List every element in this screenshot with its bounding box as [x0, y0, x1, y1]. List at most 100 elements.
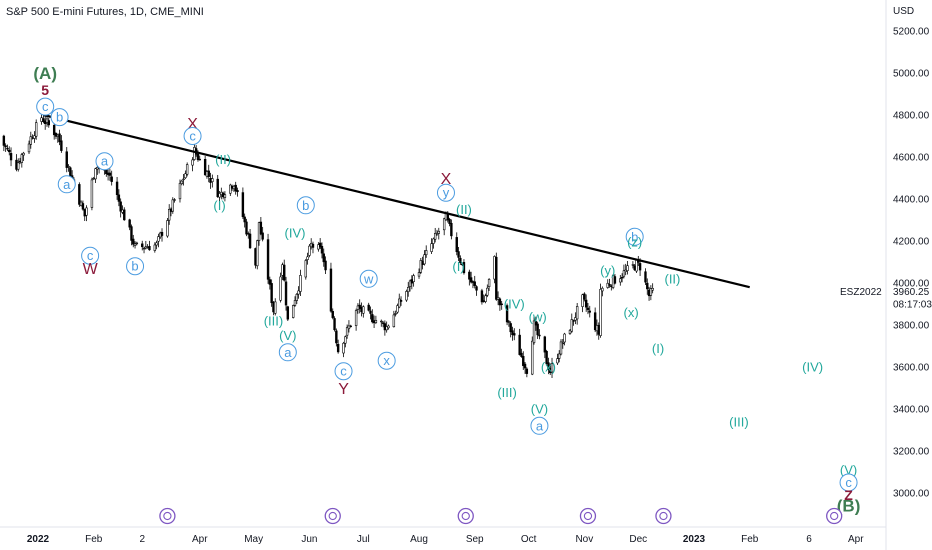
candle-body [180, 180, 183, 184]
wave-label: (III) [729, 414, 749, 429]
wave-label: X [187, 116, 198, 133]
candle-body [160, 231, 164, 236]
wave-circle [377, 351, 396, 370]
candle-body [644, 271, 647, 283]
wave-label: (III) [264, 313, 284, 328]
candle-body [33, 135, 36, 139]
candle-body [29, 136, 33, 145]
candle-body [110, 176, 113, 182]
candle-body [408, 280, 412, 287]
trendline[interactable] [43, 113, 750, 289]
candle-body [433, 232, 437, 240]
candle-body [572, 320, 575, 322]
wave-label: (w) [529, 309, 547, 324]
wave-label: (I) [652, 341, 664, 356]
candle-body [469, 277, 473, 283]
candle-body [518, 334, 521, 355]
candle-body [450, 222, 453, 237]
event-marker-icon[interactable] [159, 507, 176, 525]
event-marker-icon[interactable] [579, 507, 597, 525]
wave-circle [625, 227, 644, 246]
chart-title: S&P 500 E-mini Futures, 1D, CME_MINI [6, 6, 204, 18]
candle-body [507, 321, 511, 323]
candle-body [173, 199, 176, 201]
candle-body [381, 322, 385, 324]
x-tick-label: Feb [85, 534, 103, 545]
candle-body [308, 245, 311, 256]
candle-body [347, 325, 351, 330]
candle-body [385, 326, 388, 331]
candle-body [486, 287, 489, 296]
wave-label: c [87, 248, 94, 263]
candle-body [108, 172, 112, 176]
candle-body [203, 158, 207, 176]
x-tick-label: May [244, 534, 263, 545]
candle-body [168, 208, 171, 221]
wave-label: w [363, 271, 374, 286]
x-tick-label: 2023 [683, 534, 706, 545]
candle-body [631, 264, 635, 266]
candle-body [60, 140, 63, 151]
wave-label: x [383, 353, 390, 368]
candle-body [211, 178, 214, 183]
candle-body [22, 152, 25, 156]
candle-body [182, 178, 185, 181]
y-tick-label: 4200.00 [893, 237, 930, 248]
event-marker-icon[interactable] [826, 507, 843, 525]
candle-body [216, 178, 219, 197]
candle-body [342, 342, 345, 354]
wave-label: (A) [33, 64, 57, 83]
candle-body [259, 221, 263, 235]
event-marker-icon[interactable] [655, 507, 672, 525]
candle-body [417, 272, 421, 277]
candle-body [405, 291, 408, 301]
candle-body [306, 256, 309, 260]
candle-body [509, 323, 512, 333]
y-tick-label: 4000.00 [893, 279, 930, 290]
candle-body [142, 247, 146, 250]
candle-body [270, 283, 273, 304]
candle-body [505, 305, 509, 323]
candle-body [207, 170, 210, 177]
event-marker-icon[interactable] [324, 507, 341, 525]
wave-label: (II) [215, 152, 231, 167]
candle-body [331, 311, 334, 318]
candle-body [473, 281, 476, 286]
wave-label: c [42, 99, 49, 114]
candle-body [333, 318, 336, 331]
candle-body [536, 323, 539, 336]
candle-body [532, 320, 536, 343]
candle-body [584, 299, 588, 308]
candle-body [42, 118, 45, 122]
candle-body [286, 306, 290, 320]
candle-body [407, 286, 410, 293]
candle-body [387, 325, 390, 329]
x-tick-label: Aug [410, 534, 428, 545]
wave-label: (V) [279, 328, 296, 343]
candle-body [318, 242, 322, 248]
wave-label: (I) [452, 259, 464, 274]
candle-body [513, 333, 516, 336]
candle-body [311, 243, 315, 248]
x-tick-label: Jul [357, 534, 370, 545]
candle-body [622, 270, 626, 277]
candle-body [94, 168, 97, 180]
candle-body [8, 149, 11, 153]
candle-body [588, 310, 591, 313]
candle-body [547, 362, 550, 370]
candle-body [498, 298, 502, 306]
y-tick-label: 4400.00 [893, 195, 930, 206]
candle-body [432, 238, 435, 244]
candle-body [543, 336, 547, 353]
event-marker-icon[interactable] [457, 507, 474, 525]
candle-body [274, 301, 277, 314]
y-tick-label: 3200.00 [893, 447, 930, 458]
candle-body [234, 184, 237, 192]
wave-label: W [83, 261, 99, 278]
candle-body [336, 343, 340, 353]
wave-label: b [56, 110, 63, 125]
candle-body [171, 199, 174, 212]
candle-body [399, 299, 403, 302]
candle-body [299, 275, 302, 292]
